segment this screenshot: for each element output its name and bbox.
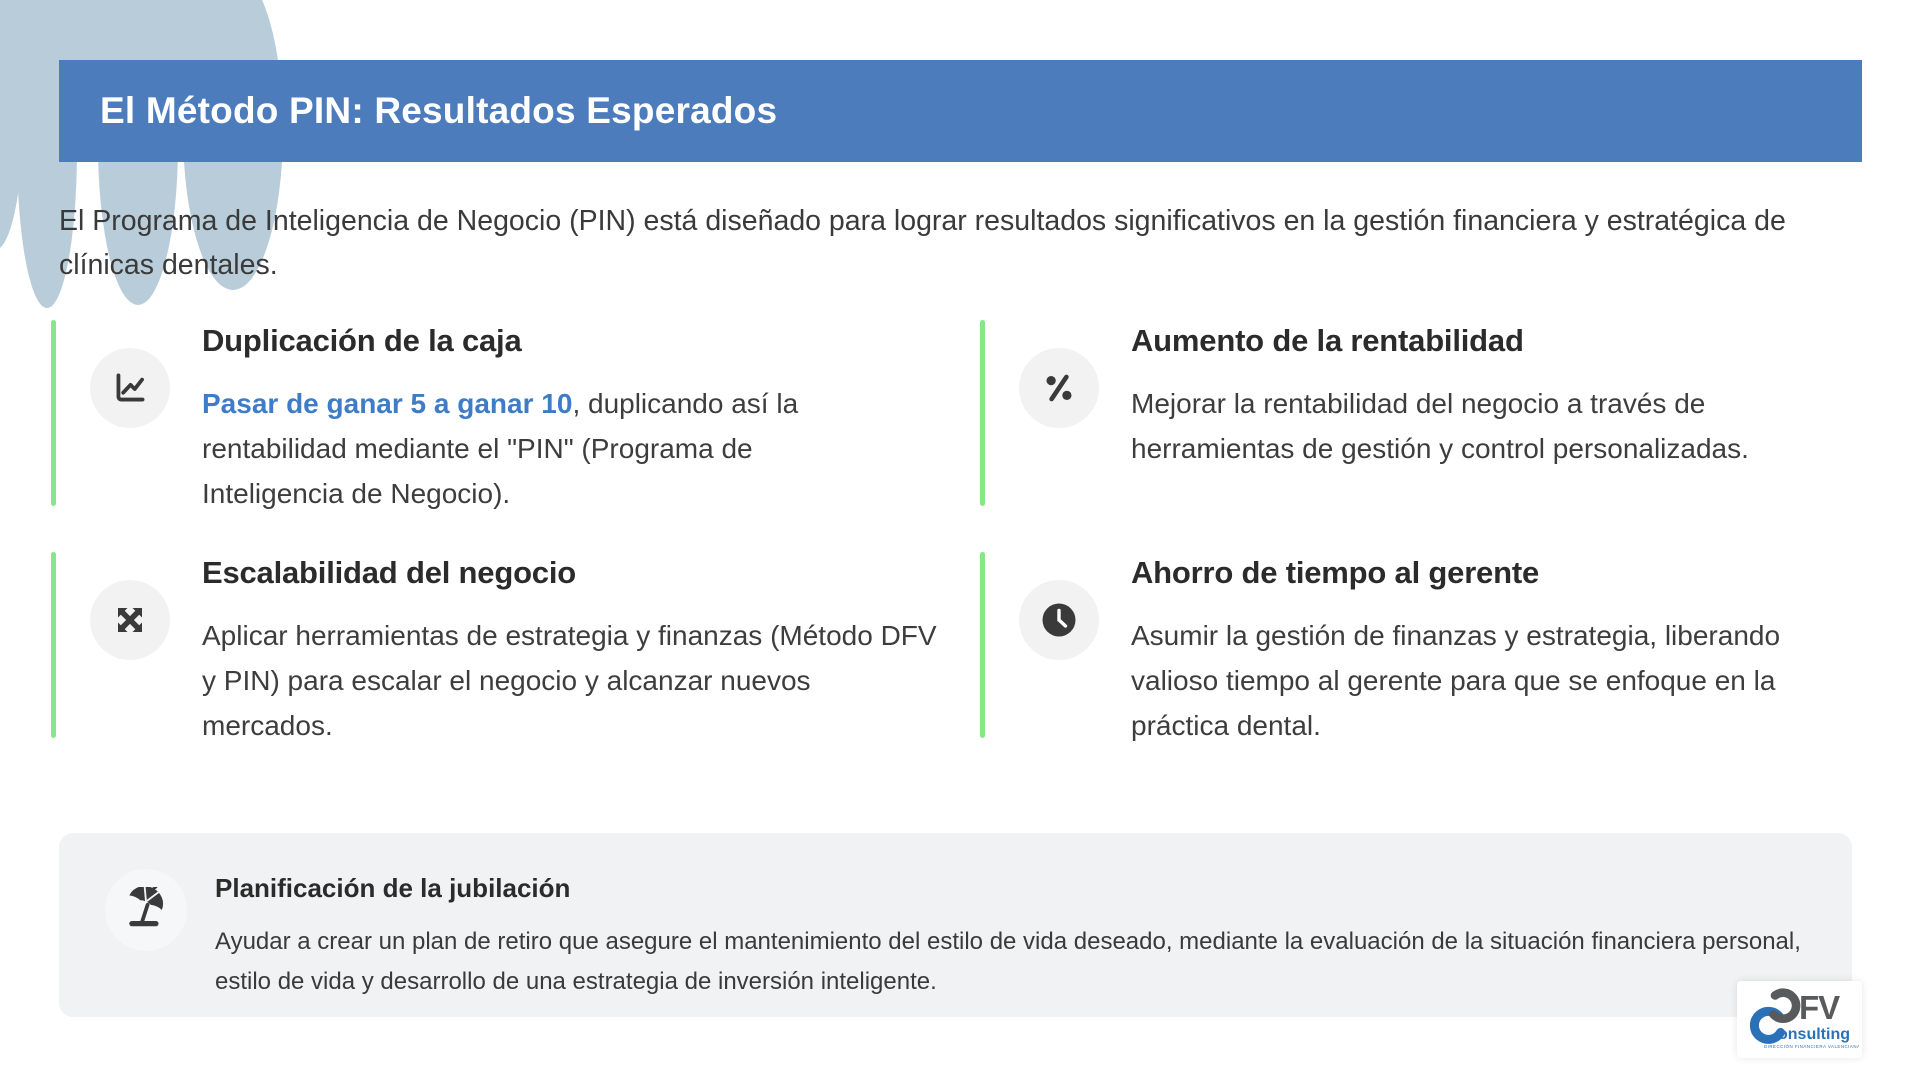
card-body: Ayudar a crear un plan de retiro que ase…	[215, 928, 1801, 995]
icon-circle	[90, 348, 170, 428]
expand-arrows-icon	[118, 608, 142, 632]
line-chart-icon	[116, 373, 145, 402]
dfv-logo-graphic: FV onsulting DIRECCIÓN FINANCIERA VALENC…	[1749, 987, 1859, 1049]
card-aumento-rentabilidad: Aumento de la rentabilidad Mejorar la re…	[980, 320, 1796, 506]
card-body: Pasar de ganar 5 a ganar 10, duplicando …	[202, 381, 847, 516]
card-text: Planificación de la jubilación Ayudar a …	[215, 833, 1820, 1017]
icon-circle	[1019, 348, 1099, 428]
card-title: Duplicación de la caja	[202, 323, 522, 358]
logo-letters-onsulting: onsulting	[1778, 1026, 1850, 1043]
icon-circle	[105, 869, 187, 951]
green-accent-bar	[51, 320, 56, 506]
card-text: Ahorro de tiempo al gerente Asumir la ge…	[1131, 552, 1836, 748]
d-arc-icon	[1768, 987, 1800, 1023]
highlight-link[interactable]: Pasar de ganar 5 a ganar 10	[202, 388, 573, 419]
dfv-consulting-logo: FV onsulting DIRECCIÓN FINANCIERA VALENC…	[1737, 981, 1862, 1058]
card-title: Ahorro de tiempo al gerente	[1131, 555, 1539, 590]
title-bar: El Método PIN: Resultados Esperados	[59, 60, 1862, 162]
beach-umbrella-icon	[129, 887, 164, 927]
card-duplicacion-caja: Duplicación de la caja Pasar de ganar 5 …	[51, 320, 847, 516]
card-body: Asumir la gestión de finanzas y estrateg…	[1131, 620, 1781, 741]
card-title: Aumento de la rentabilidad	[1131, 323, 1524, 358]
card-body: Aplicar herramientas de estrategia y fin…	[202, 620, 937, 741]
intro-paragraph: El Programa de Inteligencia de Negocio (…	[59, 204, 1786, 281]
percent-icon	[1046, 374, 1072, 402]
logo-letters-fv: FV	[1799, 989, 1840, 1026]
card-escalabilidad-negocio: Escalabilidad del negocio Aplicar herram…	[51, 552, 947, 748]
card-planificacion-jubilacion: Planificación de la jubilación Ayudar a …	[59, 833, 1852, 1017]
page-title: El Método PIN: Resultados Esperados	[100, 90, 778, 131]
clock-icon	[1042, 603, 1076, 637]
card-title: Planificación de la jubilación	[215, 873, 571, 903]
green-accent-bar	[980, 552, 985, 738]
card-text: Aumento de la rentabilidad Mejorar la re…	[1131, 320, 1796, 506]
green-accent-bar	[51, 552, 56, 738]
card-body: Mejorar la rentabilidad del negocio a tr…	[1131, 388, 1749, 464]
card-text: Escalabilidad del negocio Aplicar herram…	[202, 552, 947, 748]
green-accent-bar	[980, 320, 985, 506]
card-title: Escalabilidad del negocio	[202, 555, 576, 590]
card-ahorro-tiempo: Ahorro de tiempo al gerente Asumir la ge…	[980, 552, 1836, 748]
logo-tagline: DIRECCIÓN FINANCIERA VALENCIANA	[1764, 1044, 1859, 1049]
icon-circle	[1019, 580, 1099, 660]
icon-circle	[90, 580, 170, 660]
card-body-text: , duplicando así la rentabilidad mediant…	[202, 388, 799, 509]
card-text: Duplicación de la caja Pasar de ganar 5 …	[202, 320, 847, 516]
